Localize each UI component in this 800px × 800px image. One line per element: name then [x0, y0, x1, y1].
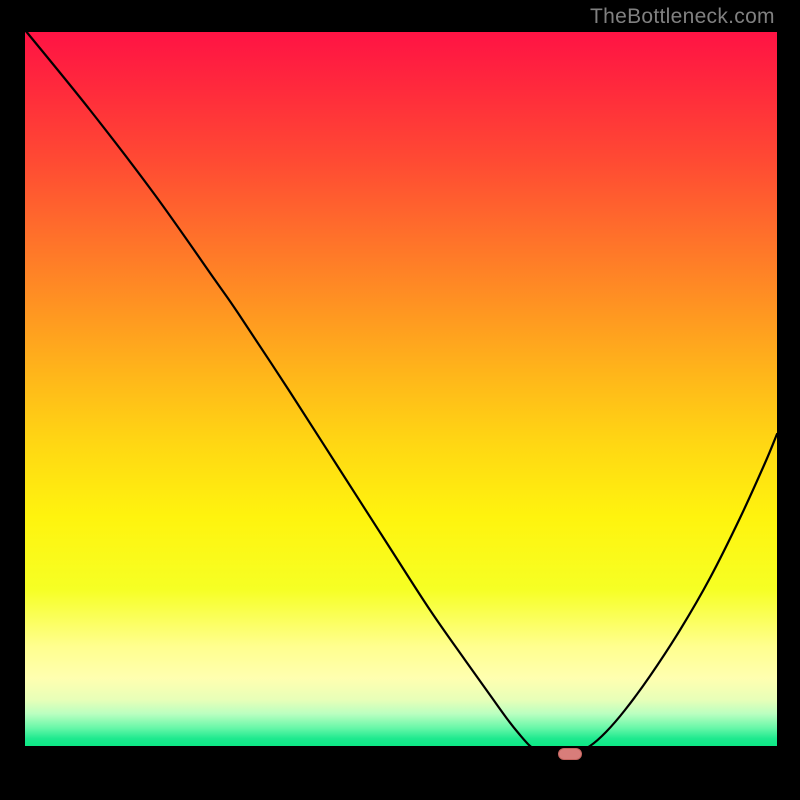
watermark-text: TheBottleneck.com [590, 5, 775, 29]
chart-svg [25, 32, 777, 774]
gradient-background [25, 32, 777, 746]
optimal-marker [558, 748, 582, 760]
chart-plot-area [25, 32, 777, 774]
